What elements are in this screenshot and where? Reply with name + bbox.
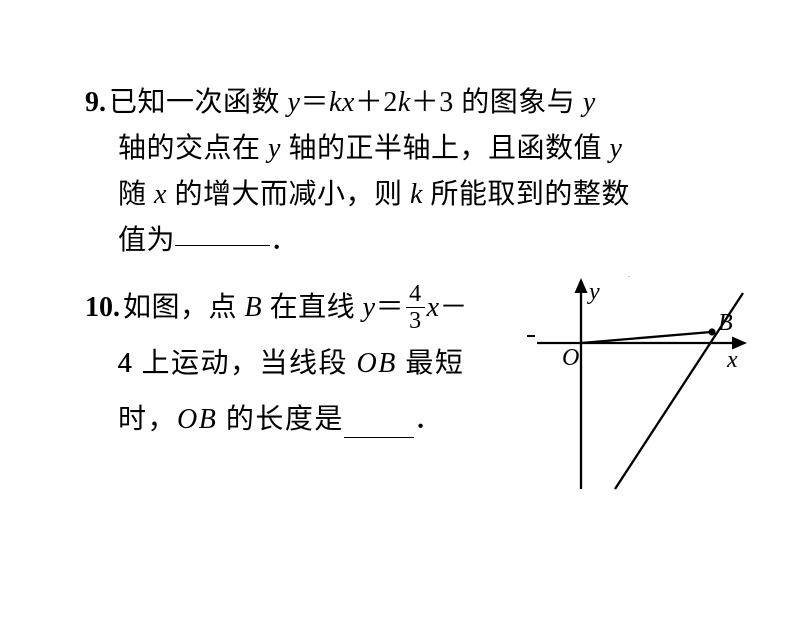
text-10-1a: 如图，点 [123, 292, 245, 323]
text-10-1b: 在直线 [262, 292, 363, 323]
problem-number-9: 9. [85, 80, 106, 126]
blank-10 [344, 437, 414, 438]
period-10: ． [414, 404, 444, 435]
text-10-2b: 最短 [397, 348, 465, 379]
text-9-2a: 轴的交点在 [118, 133, 268, 164]
text-9-3a: 随 [118, 179, 154, 210]
page: 9. 已知一次函数 y＝kx＋2k＋3 的图象与 y 轴的交点在 y 轴的正半轴… [0, 0, 794, 474]
text-9-2b: 轴的正半轴上，且函数值 [281, 133, 610, 164]
var-OB-1: OB [357, 348, 397, 379]
text-10-3b: 的长度是 [217, 404, 344, 435]
text-10-2a: 4 上运动，当线段 [118, 348, 357, 379]
problem-9-line4: 值为 ． [118, 218, 719, 264]
problem-10-line3: 时，OB 的长度是 ． [118, 392, 511, 448]
y-arrow [624, 276, 634, 288]
var-x: x [154, 179, 167, 210]
figure-svg [519, 274, 719, 474]
problem-9-line2: 轴的交点在 y 轴的正半轴上，且函数值 y [118, 126, 719, 172]
eq-10-lhs: y [363, 292, 376, 323]
frac-num: 4 [406, 282, 425, 308]
problem-10-line1: 如图，点 B 在直线 y＝43x－ [123, 280, 468, 336]
eq-9: y＝kx＋2k＋3 [288, 87, 454, 118]
frac-den: 3 [406, 308, 425, 333]
figure-10 [519, 274, 719, 474]
text-9-4a: 值为 [118, 225, 175, 256]
problem-9: 9. 已知一次函数 y＝kx＋2k＋3 的图象与 y 轴的交点在 y 轴的正半轴… [85, 80, 719, 264]
period-9: ． [270, 225, 299, 256]
eq-10-x: x [427, 292, 440, 323]
blank-9 [175, 245, 270, 246]
text-9-3b: 的增大而减小，则 [167, 179, 410, 210]
text-9-1b: 的图象与 [454, 87, 583, 118]
problem-9-line3: 随 x 的增大而减小，则 k 所能取到的整数 [118, 172, 719, 218]
fraction-4-3: 43 [406, 282, 425, 333]
var-OB-2: OB [177, 404, 217, 435]
graph-line [597, 290, 715, 472]
problem-number-10: 10. [85, 280, 120, 336]
var-y-1: y [583, 87, 596, 118]
var-y-3: y [609, 133, 622, 164]
var-k: k [410, 179, 423, 210]
text-10-3a: 时， [118, 404, 177, 435]
text-9-3c: 所能取到的整数 [423, 179, 630, 210]
problem-9-line1: 已知一次函数 y＝kx＋2k＋3 的图象与 y [109, 80, 596, 126]
eq-10-minus: － [440, 292, 469, 323]
problem-10: 10. 如图，点 B 在直线 y＝43x－ 44 上运动，当线段 OB 最短 时… [85, 280, 719, 474]
eq-10-eq: ＝ [376, 292, 405, 323]
problem-10-line2: 44 上运动，当线段 OB 最短 [118, 336, 511, 392]
text-9-1a: 已知一次函数 [109, 87, 288, 118]
var-y-2: y [268, 133, 281, 164]
var-B: B [245, 292, 263, 323]
